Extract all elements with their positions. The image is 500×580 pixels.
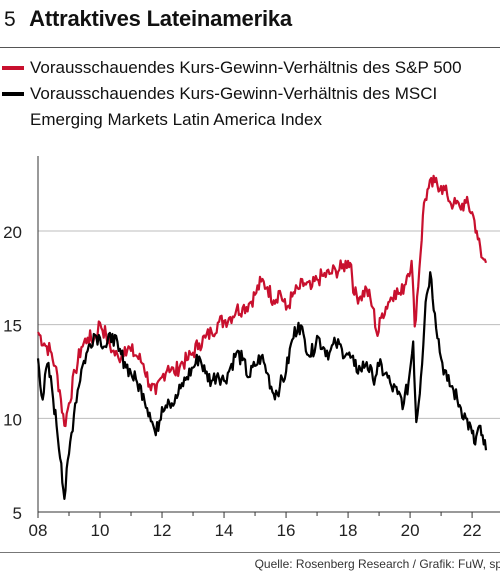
x-tick-label-10: 10 (91, 521, 110, 540)
legend: Vorausschauendes Kurs-Gewinn-Verhältnis … (0, 55, 500, 133)
x-tick-label-22: 22 (463, 521, 482, 540)
y-tick-label-5: 5 (13, 504, 22, 523)
legend-swatch-msci (2, 92, 24, 96)
legend-item-sp500: Vorausschauendes Kurs-Gewinn-Verhältnis … (0, 55, 500, 81)
x-tick-label-12: 12 (153, 521, 172, 540)
label-layer: 5 10 15 20 08 10 12 14 16 18 20 22 (3, 223, 481, 540)
series-line-sp500 (37, 174, 488, 428)
legend-label-sp500: Vorausschauendes Kurs-Gewinn-Verhältnis … (30, 58, 462, 77)
x-tick-label-18: 18 (339, 521, 358, 540)
title-row: 5 Attraktives Lateinamerika (4, 6, 292, 32)
legend-item-msci: Vorausschauendes Kurs-Gewinn-Verhältnis … (0, 81, 500, 107)
chart-plot: 5 10 15 20 08 10 12 14 16 18 20 22 (3, 156, 500, 540)
series-line-msci (36, 271, 488, 500)
title-divider (0, 47, 500, 48)
legend-label-msci-line1: Vorausschauendes Kurs-Gewinn-Verhältnis … (30, 84, 438, 103)
legend-swatch-sp500 (2, 66, 24, 70)
y-tick-label-15: 15 (3, 317, 22, 336)
series-layer (36, 174, 488, 500)
chart-title: Attraktives Lateinamerika (29, 6, 292, 31)
x-tick-label-08: 08 (29, 521, 48, 540)
y-tick-label-20: 20 (3, 223, 22, 242)
source-note: Quelle: Rosenberg Research / Grafik: FuW… (254, 557, 500, 571)
x-tick-label-20: 20 (401, 521, 420, 540)
bottom-divider (0, 552, 500, 553)
legend-label-msci-line2: Emerging Markets Latin America Index (30, 110, 322, 129)
y-tick-label-10: 10 (3, 410, 22, 429)
x-tick-label-14: 14 (215, 521, 234, 540)
figure-number: 5 (4, 8, 16, 31)
x-tick-label-16: 16 (277, 521, 296, 540)
